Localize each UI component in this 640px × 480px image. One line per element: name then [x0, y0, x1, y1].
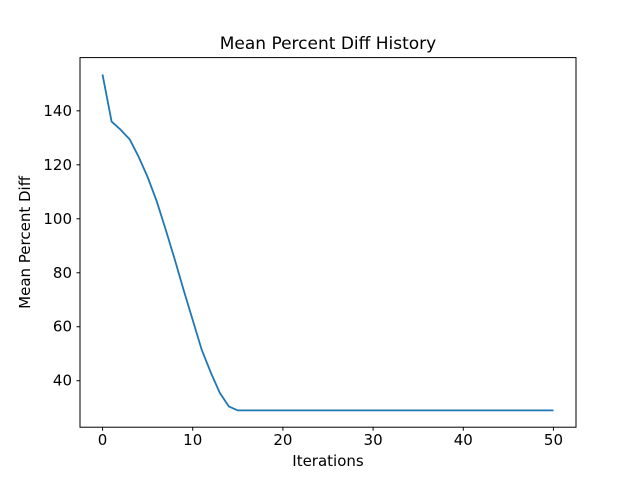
x-axis-ticks: 0 10 20 30 40 50	[98, 427, 563, 449]
x-axis-label: Iterations	[292, 452, 364, 470]
y-tick-label: 100	[43, 210, 72, 228]
x-tick-label: 30	[364, 431, 383, 449]
y-tick-label: 40	[53, 372, 72, 390]
y-tick-label: 60	[53, 318, 72, 336]
plot-area	[79, 57, 577, 428]
chart-title: Mean Percent Diff History	[220, 34, 437, 54]
y-tick-label: 140	[43, 102, 72, 120]
x-tick-label: 20	[273, 431, 292, 449]
x-tick-label: 50	[544, 431, 563, 449]
x-tick-label: 40	[454, 431, 473, 449]
x-tick-label: 10	[183, 431, 202, 449]
y-tick-label: 120	[43, 156, 72, 174]
x-tick-label: 0	[98, 431, 108, 449]
y-tick-label: 80	[53, 264, 72, 282]
data-line-series	[101, 74, 554, 412]
y-axis-label: Mean Percent Diff	[16, 175, 34, 309]
y-axis-ticks: 40 60 80 100 120 140	[43, 102, 80, 390]
